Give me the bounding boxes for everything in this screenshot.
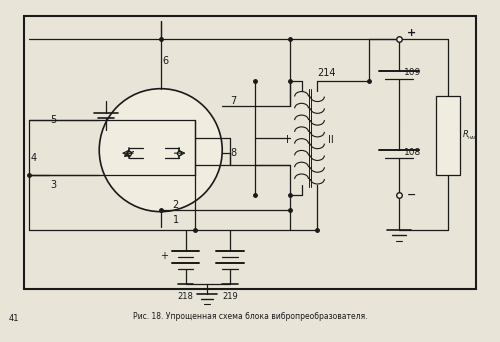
- Text: 1: 1: [172, 214, 178, 225]
- Text: 3: 3: [50, 180, 56, 190]
- Text: 41: 41: [8, 314, 19, 323]
- Text: 5: 5: [50, 115, 56, 126]
- Text: 6: 6: [162, 56, 169, 66]
- Text: Рис. 18. Упрощенная схема блока вибропреобразователя.: Рис. 18. Упрощенная схема блока вибропре…: [132, 312, 367, 321]
- Text: +: +: [160, 251, 168, 261]
- Text: I: I: [286, 135, 289, 145]
- Text: II: II: [328, 135, 334, 145]
- Bar: [143, 138, 165, 166]
- Text: 7: 7: [230, 95, 236, 106]
- Text: 109: 109: [404, 68, 421, 77]
- Bar: [436, 96, 460, 175]
- Text: 2: 2: [172, 200, 178, 210]
- Bar: [24, 16, 476, 289]
- Text: $R_{_{\rm HAR}}$: $R_{_{\rm HAR}}$: [462, 129, 478, 142]
- Text: 218: 218: [178, 292, 194, 301]
- Bar: [149, 143, 158, 161]
- Text: 8: 8: [230, 148, 236, 158]
- Text: 214: 214: [318, 68, 336, 78]
- Text: +: +: [406, 28, 416, 38]
- Circle shape: [99, 89, 222, 212]
- Text: 108: 108: [404, 148, 421, 157]
- Text: 4: 4: [30, 153, 37, 163]
- Text: 219: 219: [222, 292, 238, 301]
- Text: −: −: [406, 190, 416, 200]
